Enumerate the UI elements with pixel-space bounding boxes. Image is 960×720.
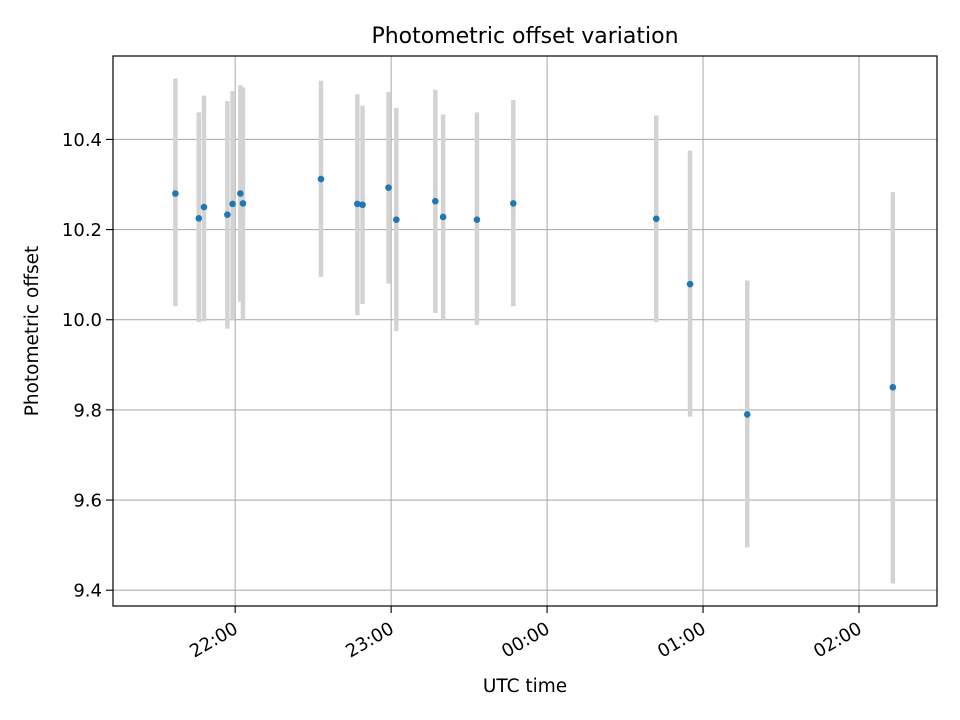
data-point xyxy=(224,211,231,218)
y-axis-label: Photometric offset xyxy=(22,246,43,417)
data-point xyxy=(239,200,247,207)
grid xyxy=(113,56,937,606)
data-point xyxy=(652,215,660,223)
data-point xyxy=(439,213,447,221)
data-point xyxy=(359,201,366,209)
plot-area-frame xyxy=(112,55,938,607)
y-tick-label: 9.8 xyxy=(73,400,102,421)
y-tick-label: 9.4 xyxy=(73,581,102,602)
data-point xyxy=(237,190,244,197)
y-tick-label: 10.2 xyxy=(62,220,102,241)
data-point xyxy=(200,203,208,211)
y-axis-ticks: 9.4 9.6 9.8 10.0 10.2 10.4 xyxy=(62,130,113,602)
chart-title: Photometric offset variation xyxy=(371,24,678,49)
data-point xyxy=(743,411,751,418)
data-point xyxy=(195,214,203,222)
y-tick-label: 9.6 xyxy=(73,491,102,512)
y-tick-label: 10.0 xyxy=(62,310,102,331)
data-point xyxy=(172,190,179,197)
data-point xyxy=(510,200,517,207)
data-point xyxy=(385,184,392,191)
data-point xyxy=(393,216,400,223)
data-point xyxy=(473,216,481,223)
data-points xyxy=(172,175,897,418)
x-axis-label: UTC time xyxy=(483,676,567,697)
data-point xyxy=(317,175,325,183)
data-point xyxy=(229,200,236,208)
y-tick-label: 10.4 xyxy=(62,130,102,151)
data-point xyxy=(889,384,897,391)
data-point xyxy=(432,197,439,205)
data-point xyxy=(354,200,361,208)
data-point xyxy=(686,280,694,288)
